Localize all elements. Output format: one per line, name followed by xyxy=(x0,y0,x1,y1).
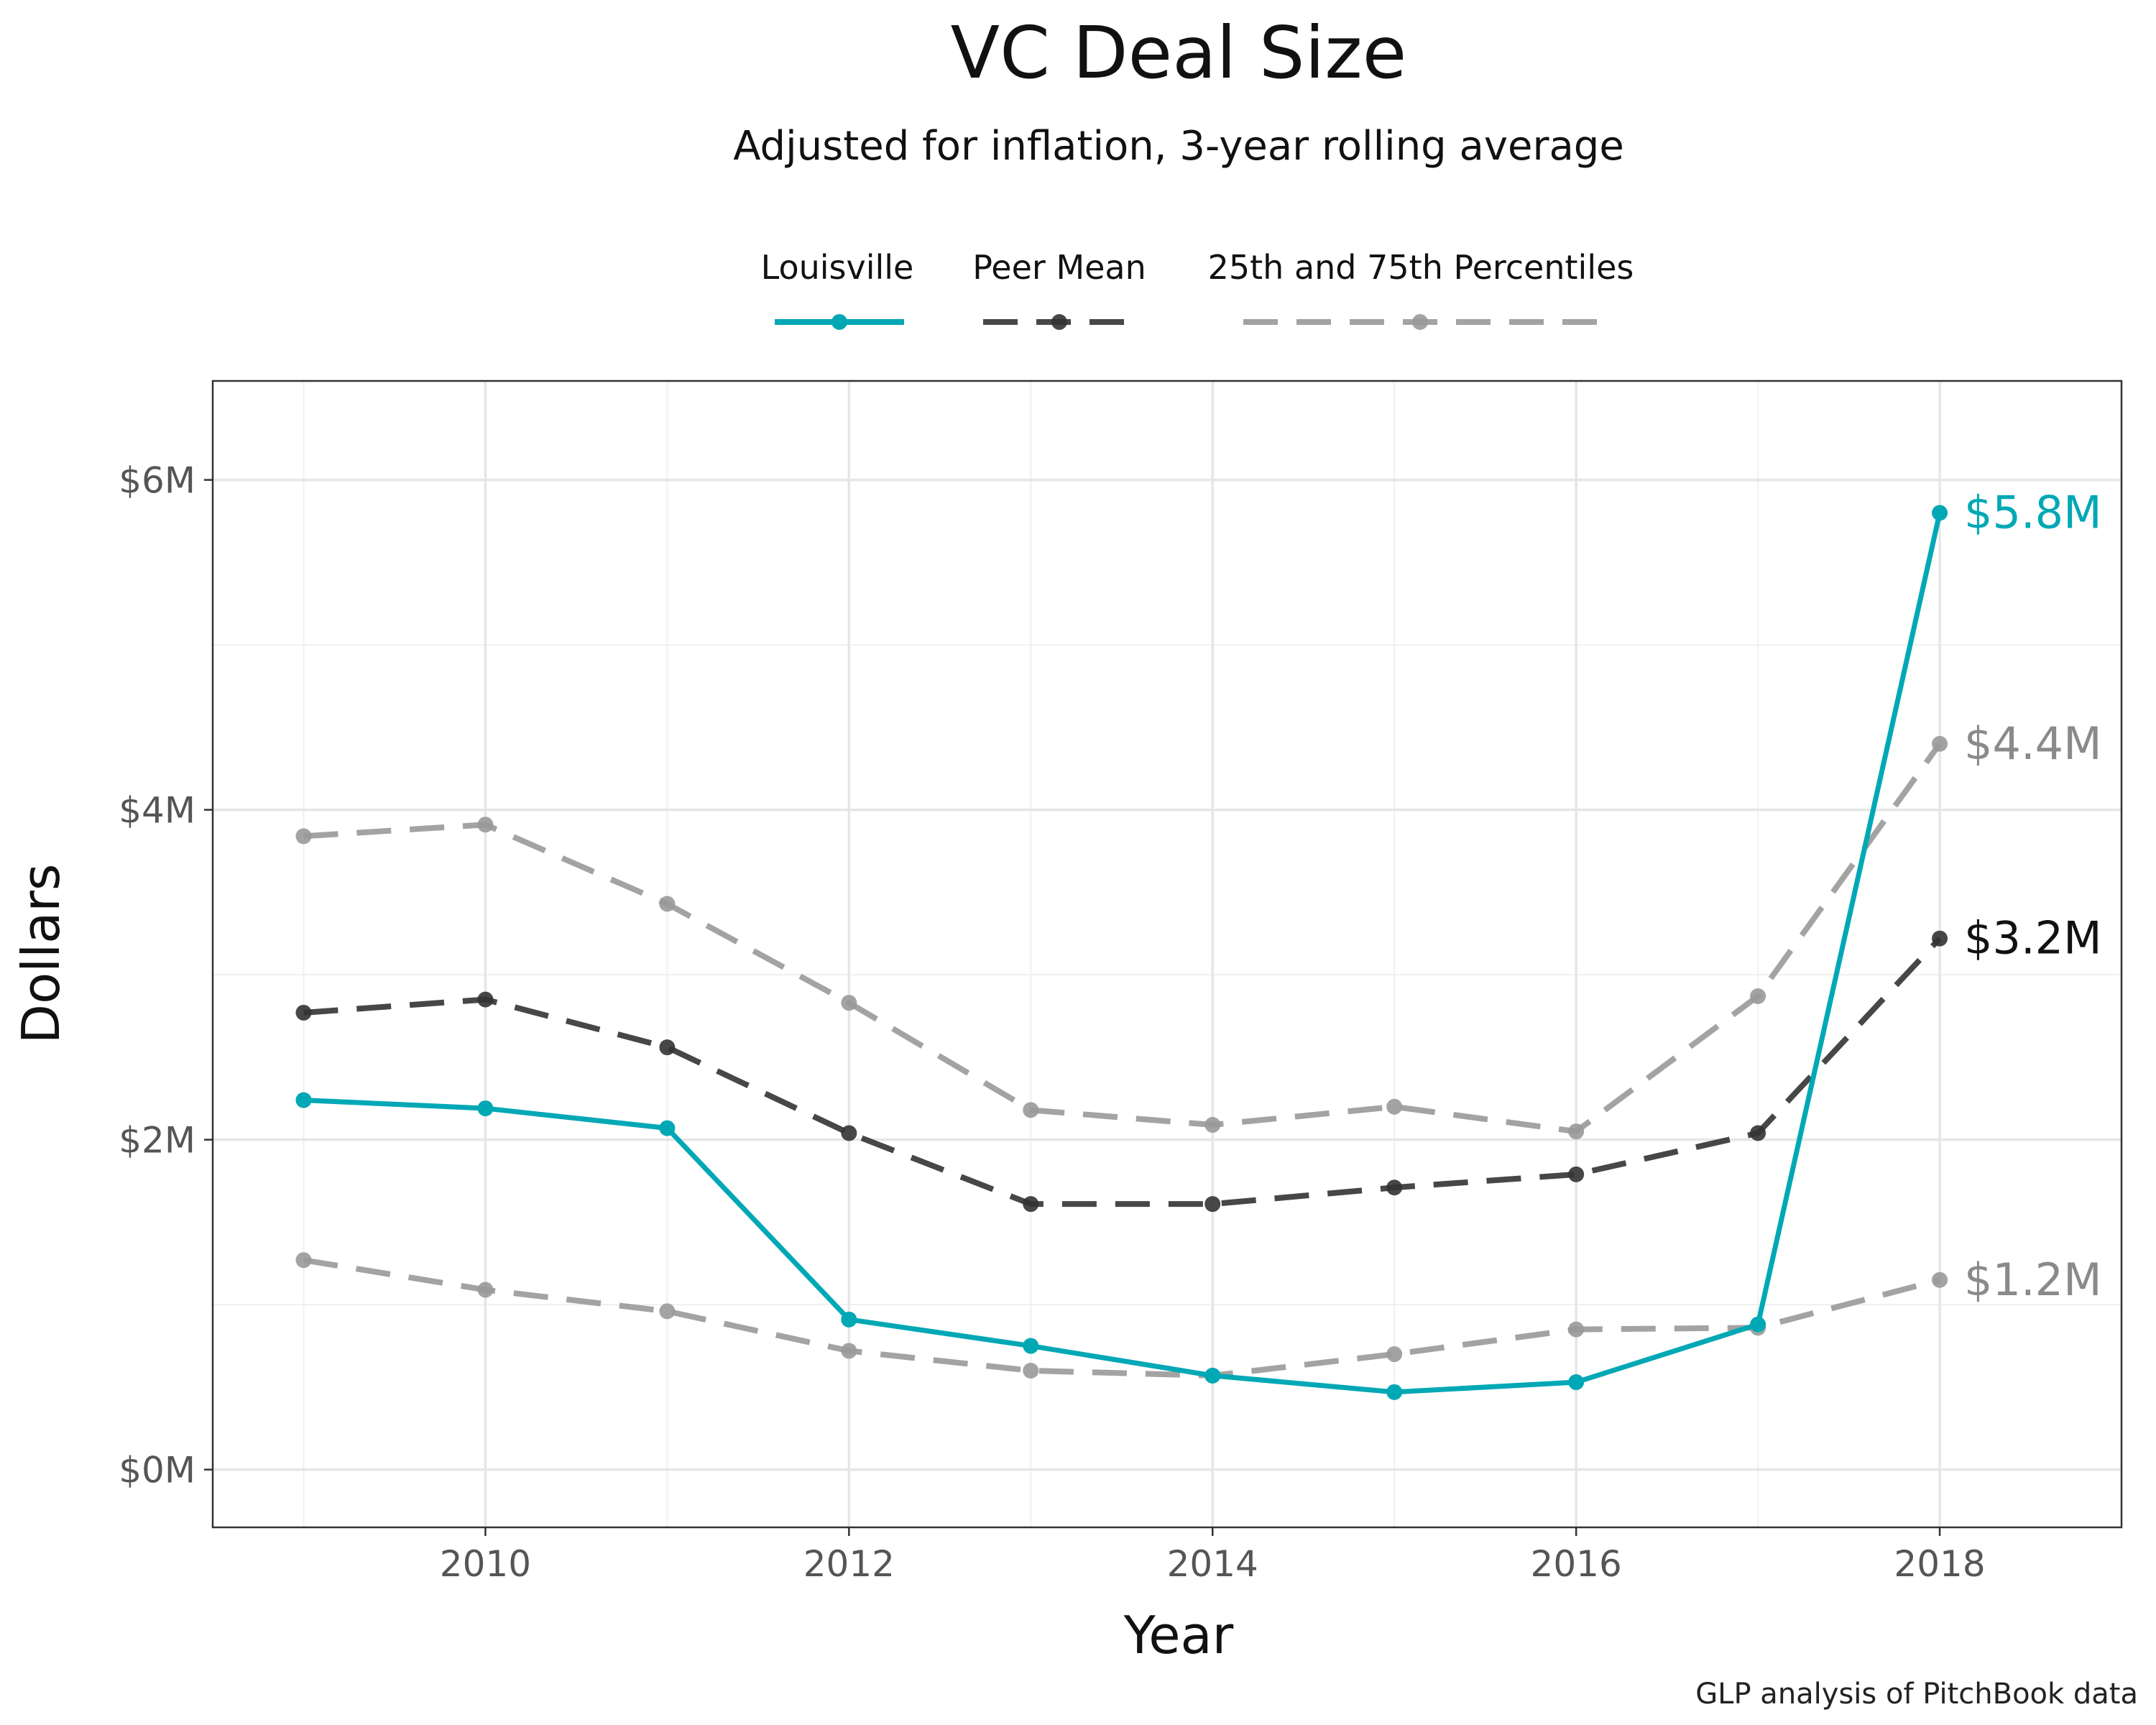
point-25th-percentile-2010 xyxy=(477,1282,494,1298)
point-75th-percentile-2015 xyxy=(1386,1098,1403,1115)
x-tick-label: 2016 xyxy=(1531,1543,1622,1585)
point-25th-percentile-2012 xyxy=(841,1343,857,1359)
series-peer-mean xyxy=(295,930,1948,1213)
point-louisville-2016 xyxy=(1568,1374,1585,1391)
point-75th-percentile-2018 xyxy=(1932,735,1948,752)
x-tick-label: 2018 xyxy=(1894,1543,1985,1585)
point-75th-percentile-2009 xyxy=(295,828,312,845)
y-axis: $0M $2M $4M $6M xyxy=(119,460,213,1491)
series-line-25th-percentile xyxy=(303,1257,1941,1379)
series-louisville xyxy=(295,505,1948,1400)
point-peer-mean-2011 xyxy=(659,1039,676,1056)
point-75th-percentile-2017 xyxy=(1750,988,1766,1005)
y-axis-title: Dollars xyxy=(11,864,71,1044)
legend-label: Louisville xyxy=(761,248,914,287)
legend-label: Peer Mean xyxy=(972,248,1146,287)
legend-key-point xyxy=(1412,314,1428,330)
point-peer-mean-2012 xyxy=(841,1125,857,1141)
point-75th-percentile-2012 xyxy=(841,995,857,1011)
point-75th-percentile-2016 xyxy=(1568,1123,1585,1140)
point-peer-mean-2013 xyxy=(1023,1196,1039,1213)
point-25th-percentile-2011 xyxy=(659,1303,676,1320)
point-louisville-2018 xyxy=(1932,505,1948,521)
series-layer xyxy=(295,505,1948,1400)
grid xyxy=(213,381,2122,1527)
point-25th-percentile-2016 xyxy=(1568,1321,1585,1338)
chart-title: VC Deal Size xyxy=(951,11,1407,95)
point-75th-percentile-2010 xyxy=(477,816,494,833)
point-louisville-2010 xyxy=(477,1100,494,1117)
point-25th-percentile-2009 xyxy=(295,1252,312,1269)
point-louisville-2015 xyxy=(1386,1384,1403,1400)
point-75th-percentile-2011 xyxy=(659,896,676,912)
end-label-louisville: $5.8M xyxy=(1964,487,2102,539)
point-louisville-2009 xyxy=(295,1092,312,1108)
point-peer-mean-2014 xyxy=(1204,1196,1221,1213)
point-peer-mean-2017 xyxy=(1750,1125,1766,1141)
point-75th-percentile-2014 xyxy=(1204,1117,1221,1133)
chart-subtitle: Adjusted for inflation, 3-year rolling a… xyxy=(733,123,1624,170)
point-peer-mean-2016 xyxy=(1568,1166,1585,1182)
point-peer-mean-2015 xyxy=(1386,1179,1403,1196)
legend-item-25th-and-75th-percentiles: 25th and 75th Percentiles xyxy=(1208,248,1634,330)
point-25th-percentile-2015 xyxy=(1386,1346,1403,1363)
point-louisville-2011 xyxy=(659,1120,676,1136)
y-tick-label: $2M xyxy=(119,1120,195,1162)
legend-key-point xyxy=(831,314,847,330)
point-louisville-2012 xyxy=(841,1311,857,1328)
point-louisville-2014 xyxy=(1204,1367,1221,1384)
point-louisville-2017 xyxy=(1750,1316,1766,1333)
series-line-louisville xyxy=(303,512,1943,1395)
end-label-75th-percentile: $4.4M xyxy=(1964,717,2102,770)
legend-key-point xyxy=(1051,314,1067,330)
y-tick-label: $4M xyxy=(119,790,195,832)
legend-label: 25th and 75th Percentiles xyxy=(1208,248,1634,287)
point-peer-mean-2010 xyxy=(477,991,494,1008)
end-label-peer-mean: $3.2M xyxy=(1964,912,2102,965)
series-line-75th-percentile xyxy=(303,742,1943,1135)
legend-item-peer-mean: Peer Mean xyxy=(972,248,1146,330)
point-louisville-2013 xyxy=(1023,1338,1039,1354)
y-tick-label: $0M xyxy=(119,1450,195,1491)
point-peer-mean-2018 xyxy=(1932,930,1948,947)
point-peer-mean-2009 xyxy=(295,1004,312,1021)
chart-caption: GLP analysis of PitchBook data xyxy=(1695,1678,2138,1711)
y-tick-label: $6M xyxy=(119,460,195,502)
series-75th-percentile xyxy=(295,735,1948,1140)
plot-panel-border xyxy=(211,380,2123,1529)
point-25th-percentile-2018 xyxy=(1932,1271,1948,1288)
x-tick-label: 2012 xyxy=(803,1543,895,1585)
x-tick-label: 2014 xyxy=(1167,1543,1258,1585)
series-25th-percentile xyxy=(295,1252,1948,1384)
x-axis-title: Year xyxy=(1123,1605,1234,1665)
legend-item-louisville: Louisville xyxy=(761,248,914,330)
legend: Louisville Peer Mean 25th and 75th Percent… xyxy=(761,248,1634,330)
point-25th-percentile-2013 xyxy=(1023,1362,1039,1379)
end-labels: $5.8M $3.2M $4.4M $1.2M xyxy=(1964,487,2102,1306)
x-tick-label: 2010 xyxy=(440,1543,531,1585)
x-axis: 2010 2012 2014 2016 2018 xyxy=(440,1527,1986,1585)
end-label-25th-percentile: $1.2M xyxy=(1964,1254,2102,1306)
series-line-peer-mean xyxy=(303,936,1942,1208)
point-75th-percentile-2013 xyxy=(1023,1102,1039,1118)
